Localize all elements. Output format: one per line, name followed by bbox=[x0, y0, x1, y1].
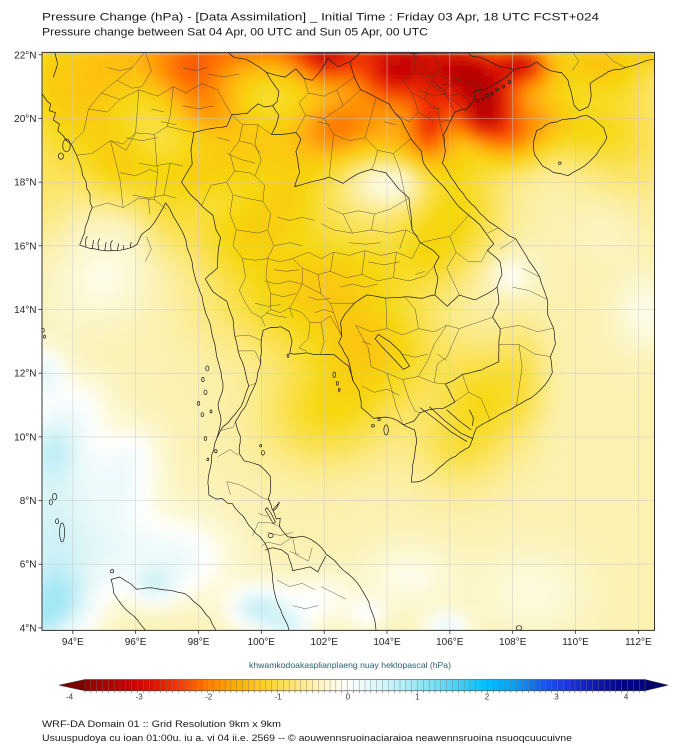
svg-text:110°E: 110°E bbox=[562, 637, 589, 648]
svg-text:14°N: 14°N bbox=[14, 305, 36, 316]
svg-text:108°E: 108°E bbox=[499, 637, 527, 648]
svg-text:8°N: 8°N bbox=[20, 496, 37, 507]
svg-text:0: 0 bbox=[346, 693, 351, 702]
svg-text:-1: -1 bbox=[275, 693, 283, 702]
svg-text:WRF-DA Domain 01 :: Grid Resol: WRF-DA Domain 01 :: Grid Resolution 9km … bbox=[42, 719, 281, 729]
svg-text:18°N: 18°N bbox=[14, 178, 36, 189]
svg-text:1: 1 bbox=[415, 693, 420, 702]
svg-text:94°E: 94°E bbox=[62, 637, 84, 648]
svg-text:100°E: 100°E bbox=[248, 637, 276, 648]
svg-text:-4: -4 bbox=[66, 693, 74, 702]
svg-text:Pressure Change (hPa) - [Data: Pressure Change (hPa) - [Data Assimilati… bbox=[42, 12, 599, 24]
svg-text:4: 4 bbox=[624, 693, 629, 702]
svg-text:3: 3 bbox=[554, 693, 559, 702]
svg-text:22°N: 22°N bbox=[14, 50, 36, 61]
svg-text:4°N: 4°N bbox=[20, 623, 37, 634]
svg-text:10°N: 10°N bbox=[14, 432, 36, 443]
svg-text:6°N: 6°N bbox=[20, 560, 37, 571]
svg-text:2: 2 bbox=[485, 693, 490, 702]
svg-text:16°N: 16°N bbox=[14, 241, 36, 252]
svg-text:104°E: 104°E bbox=[373, 637, 401, 648]
svg-text:96°E: 96°E bbox=[125, 637, 147, 648]
svg-text:Usuuspudoya cu ioan 01:00u. iu: Usuuspudoya cu ioan 01:00u. iu a. vi 04 … bbox=[42, 733, 572, 743]
svg-text:98°E: 98°E bbox=[188, 637, 210, 648]
svg-text:106°E: 106°E bbox=[436, 637, 464, 648]
svg-text:-2: -2 bbox=[205, 693, 213, 702]
svg-text:112°E: 112°E bbox=[625, 637, 652, 648]
svg-text:102°E: 102°E bbox=[311, 637, 339, 648]
svg-text:khwamkodoakasplianplaeng nuay: khwamkodoakasplianplaeng nuay hektopasca… bbox=[249, 660, 451, 670]
svg-text:-3: -3 bbox=[136, 693, 144, 702]
svg-text:Pressure change between Sat 04: Pressure change between Sat 04 Apr, 00 U… bbox=[42, 27, 428, 39]
svg-text:20°N: 20°N bbox=[14, 114, 36, 125]
svg-text:12°N: 12°N bbox=[14, 369, 36, 380]
